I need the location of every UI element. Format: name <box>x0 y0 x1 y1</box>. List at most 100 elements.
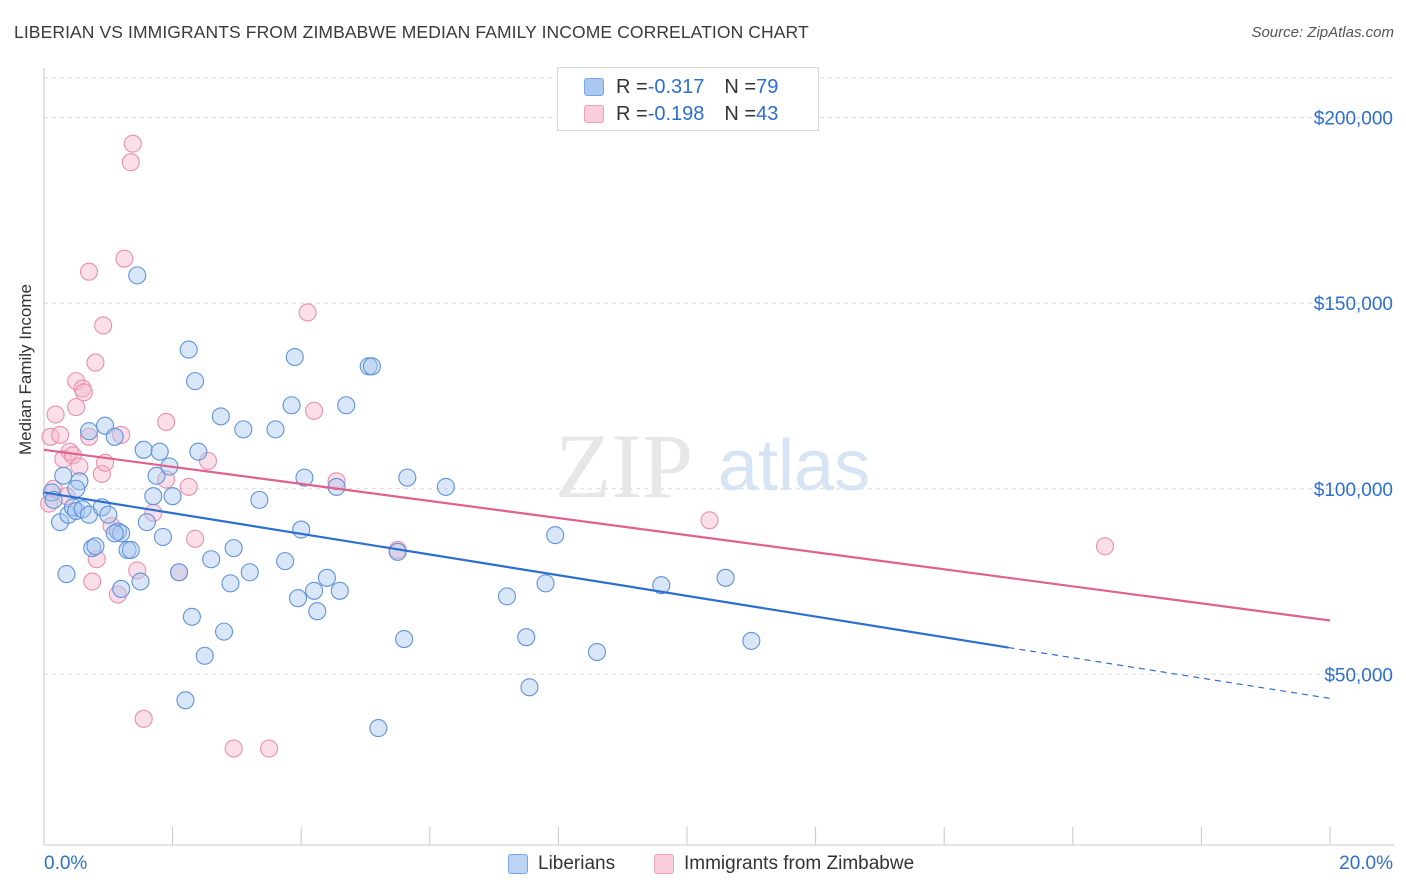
point-liberians <box>131 572 150 591</box>
point-liberians <box>305 581 324 600</box>
point-zimbabwe <box>327 472 346 491</box>
point-liberians <box>83 539 102 558</box>
point-liberians <box>240 563 259 582</box>
point-zimbabwe <box>121 153 140 172</box>
trend-line-liberians <box>43 491 1009 649</box>
x-tick-label: 20.0% <box>1339 853 1393 874</box>
legend-n-label: N = <box>724 75 757 98</box>
point-liberians <box>742 631 761 650</box>
point-liberians <box>388 542 407 561</box>
point-liberians <box>195 646 214 665</box>
point-liberians <box>369 719 388 738</box>
point-liberians <box>144 487 163 506</box>
legend-swatch-zimbabwe <box>584 105 604 123</box>
point-liberians <box>362 357 381 376</box>
legend-r-label: R = <box>616 75 648 98</box>
point-liberians <box>153 527 173 547</box>
bottom-legend-swatch-liberians <box>508 854 528 874</box>
trend-line-zimbabwe <box>43 448 1331 622</box>
point-liberians <box>57 565 76 584</box>
point-liberians <box>587 642 607 662</box>
point-liberians <box>163 487 182 506</box>
point-zimbabwe <box>224 739 243 758</box>
point-liberians <box>395 629 414 649</box>
point-zimbabwe <box>67 398 86 417</box>
y-tick-label: $50,000 <box>1324 665 1393 686</box>
point-liberians <box>282 396 301 415</box>
point-liberians <box>285 347 304 367</box>
point-liberians <box>169 563 189 582</box>
point-liberians <box>716 568 735 587</box>
bottom-legend-label-zimbabwe: Immigrants from Zimbabwe <box>684 853 915 874</box>
bottom-legend-zimbabwe: Immigrants from Zimbabwe <box>654 852 914 876</box>
x-tick-label: 0.0% <box>44 853 87 874</box>
point-zimbabwe <box>83 572 102 591</box>
correlation-legend: R = -0.317 N = 79 R = -0.198 N = 43 <box>557 67 819 131</box>
point-liberians <box>288 589 308 608</box>
point-liberians <box>179 340 198 359</box>
point-liberians <box>134 440 153 459</box>
source-label: Source: ZipAtlas.com <box>1251 24 1394 41</box>
y-axis-label-wrap: Median Family Income <box>16 284 36 455</box>
point-zimbabwe <box>298 303 317 322</box>
point-liberians <box>250 490 269 509</box>
point-liberians <box>176 691 195 710</box>
y-tick-label: $150,000 <box>1314 294 1393 315</box>
point-liberians <box>147 466 166 485</box>
point-liberians <box>105 524 124 543</box>
point-liberians <box>67 479 86 498</box>
gridlines <box>44 77 1395 675</box>
point-zimbabwe <box>134 709 153 728</box>
legend-n-label: N = <box>724 102 757 125</box>
point-liberians <box>108 522 127 541</box>
point-liberians <box>546 526 565 545</box>
point-zimbabwe <box>94 316 113 335</box>
point-liberians <box>266 420 285 439</box>
point-zimbabwe <box>87 550 106 569</box>
legend-r-label: R = <box>616 102 648 125</box>
point-liberians <box>202 550 221 569</box>
point-zimbabwe <box>51 425 70 444</box>
y-tick-label: $200,000 <box>1314 109 1393 130</box>
tick-labels: $200,000 $150,000 $100,000 $50,000 0.0% 20.0% <box>44 109 1393 874</box>
point-liberians <box>99 505 118 524</box>
point-zimbabwe <box>186 529 205 548</box>
bottom-legend-swatch-zimbabwe <box>654 854 674 874</box>
point-liberians <box>234 420 253 439</box>
point-zimbabwe <box>115 249 134 268</box>
watermark-atlas: atlas <box>718 426 870 506</box>
y-tick-label: $100,000 <box>1314 480 1393 501</box>
watermark-zip: ZIP <box>555 415 693 517</box>
point-liberians <box>86 537 105 556</box>
point-zimbabwe <box>92 464 111 483</box>
point-liberians <box>112 579 131 598</box>
point-zimbabwe <box>112 425 131 444</box>
legend-n-value: 43 <box>756 102 779 125</box>
bottom-legend-liberians: Liberians <box>508 852 615 876</box>
legend-r-value: -0.198 <box>647 102 705 125</box>
trend-line-liberians-extension <box>1008 646 1331 700</box>
point-liberians <box>42 483 61 502</box>
point-zimbabwe <box>259 739 279 758</box>
legend-r-value: -0.317 <box>647 75 705 98</box>
point-liberians <box>517 628 536 647</box>
point-liberians <box>330 581 349 600</box>
point-liberians <box>211 407 230 426</box>
point-liberians <box>105 427 124 446</box>
point-liberians <box>186 372 205 391</box>
point-liberians <box>536 574 555 593</box>
legend-n-value: 79 <box>756 75 779 98</box>
point-liberians <box>337 396 356 415</box>
point-zimbabwe <box>79 427 99 446</box>
point-zimbabwe <box>70 457 89 476</box>
legend-swatch-liberians <box>584 78 604 96</box>
legend-row-liberians: R = -0.317 N = 79 <box>584 75 778 99</box>
point-liberians <box>652 576 671 595</box>
point-zimbabwe <box>123 134 142 153</box>
point-liberians <box>112 524 131 543</box>
chart-title: LIBERIAN VS IMMIGRANTS FROM ZIMBABWE MED… <box>14 22 809 42</box>
point-liberians <box>276 552 295 571</box>
point-zimbabwe <box>157 412 176 432</box>
point-liberians <box>398 468 417 487</box>
